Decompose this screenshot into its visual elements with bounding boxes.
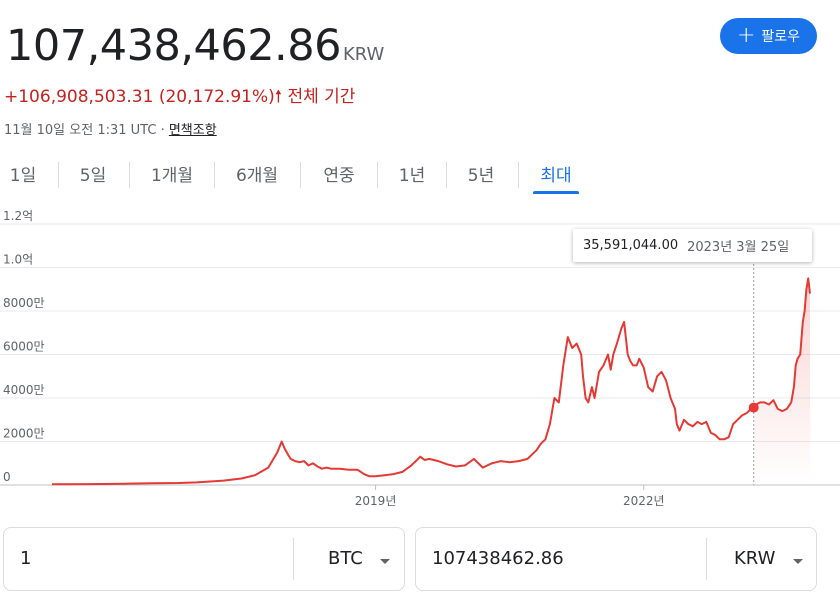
- y-tick-label: 1.2억: [3, 209, 33, 223]
- price-currency: KRW: [342, 44, 385, 65]
- meta-separator: ·: [160, 123, 165, 138]
- y-tick-label: 6000만: [3, 340, 45, 354]
- tab-divider: [58, 162, 59, 188]
- current-price: 107,438,462.86 KRW: [6, 20, 384, 81]
- x-tick-label: 2019년: [355, 494, 397, 508]
- tooltip-date: 2023년 3월 25일: [687, 240, 790, 255]
- tab-divider: [129, 162, 130, 188]
- chart-tooltip: 35,591,044.00 2023년 3월 25일: [573, 229, 812, 262]
- tab-ytd[interactable]: 연중: [323, 165, 355, 186]
- tab-divider: [518, 162, 519, 188]
- tab-1y[interactable]: 1년: [398, 165, 426, 186]
- change-period: 전체 기간: [287, 87, 356, 107]
- timestamp: 11월 10일 오전 1:31 UTC: [4, 123, 157, 138]
- tab-6m[interactable]: 6개월: [235, 165, 279, 186]
- tab-divider: [300, 162, 301, 188]
- chart-area-fill: [753, 278, 810, 485]
- tab-max[interactable]: 최대: [533, 156, 579, 194]
- follow-button[interactable]: + 팔로우: [720, 18, 817, 54]
- price-line: [51, 277, 811, 486]
- x-tick-label: 2022년: [623, 494, 665, 508]
- tab-divider: [446, 162, 447, 188]
- y-tick-label: 0: [3, 470, 11, 484]
- tab-1m[interactable]: 1개월: [150, 165, 194, 186]
- y-tick-label: 2000만: [3, 427, 45, 441]
- chevron-down-icon[interactable]: [793, 559, 803, 564]
- tooltip-value: 35,591,044.00: [583, 238, 679, 253]
- chevron-down-icon[interactable]: [380, 559, 390, 564]
- price-chart[interactable]: 0 2000만 4000만 6000만 8000만 1.0억 1.2억 2019년 2022년: [0, 205, 840, 515]
- crypto-amount-input[interactable]: 1: [20, 548, 32, 569]
- price-meta: 11월 10일 오전 1:31 UTC · 면책조항: [4, 122, 217, 140]
- tab-divider: [214, 162, 215, 188]
- tab-1d[interactable]: 1일: [9, 165, 37, 186]
- y-tick-label: 4000만: [3, 383, 45, 397]
- follow-label: 팔로우: [761, 29, 801, 45]
- crypto-amount-box: 1 BTC: [3, 527, 405, 591]
- price-change: +106,908,503.31 (20,172.91%)🠕 전체 기간: [4, 86, 355, 108]
- fiat-amount-box: 107438462.86 KRW: [415, 527, 817, 591]
- tab-5y[interactable]: 5년: [467, 165, 495, 186]
- tab-5d[interactable]: 5일: [79, 165, 107, 186]
- converter-divider: [293, 538, 294, 580]
- crypto-unit-select[interactable]: BTC: [328, 548, 363, 569]
- fiat-unit-select[interactable]: KRW: [734, 548, 776, 569]
- change-value: +106,908,503.31 (20,172.91%): [4, 87, 275, 107]
- y-tick-label: 1.0억: [3, 253, 33, 267]
- tab-divider: [377, 162, 378, 188]
- arrow-up-icon: 🠕: [274, 87, 283, 107]
- plus-icon: +: [736, 23, 756, 48]
- price-value: 107,438,462.86: [6, 21, 341, 71]
- disclaimer-link[interactable]: 면책조항: [168, 123, 217, 138]
- fiat-amount-input[interactable]: 107438462.86: [432, 548, 564, 569]
- converter-divider: [706, 538, 707, 580]
- range-tabs: 1일 5일 1개월 6개월 연중 1년 5년 최대: [0, 156, 840, 194]
- highlight-point[interactable]: [748, 402, 759, 413]
- y-tick-label: 8000만: [3, 296, 45, 310]
